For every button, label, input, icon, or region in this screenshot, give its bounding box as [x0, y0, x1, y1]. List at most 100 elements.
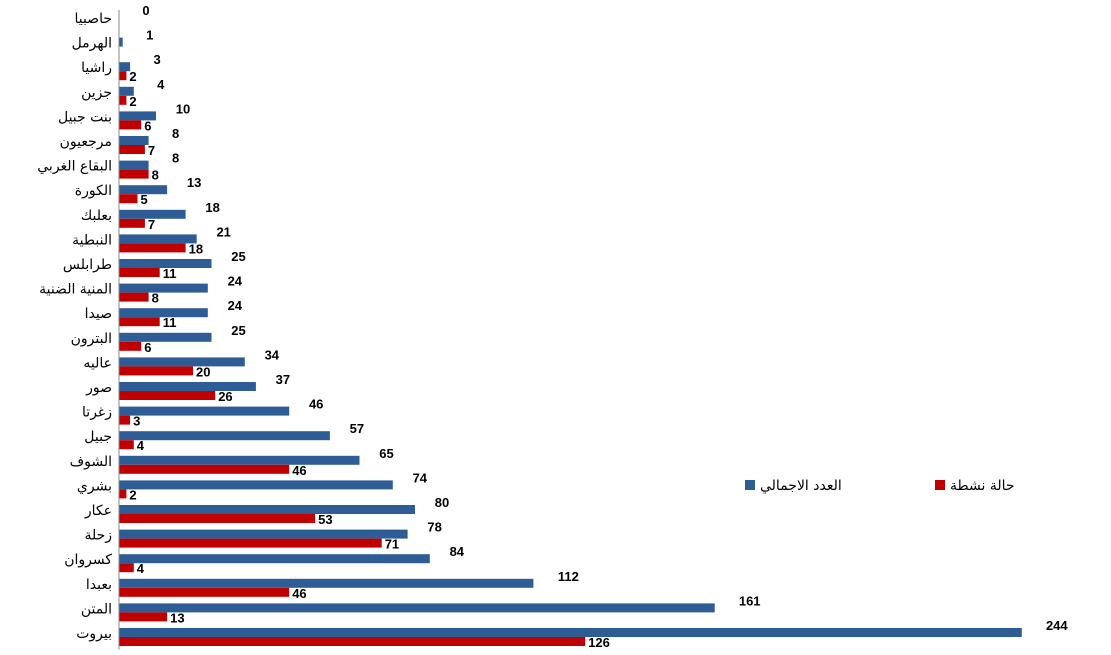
legend-swatch-total: [745, 480, 755, 490]
bar-active: [119, 612, 168, 622]
category-label: بنت جبيل: [58, 109, 112, 125]
bar-total: [119, 529, 408, 539]
bar-total: [119, 332, 212, 342]
category-label: راشيا: [81, 60, 112, 76]
value-label-active: 11: [163, 315, 177, 330]
category-labels: حاصبيا الهرمل راشيا جزين بنت جبيل مرجعيون البق…: [37, 11, 112, 642]
value-label-active: 18: [189, 241, 203, 256]
bar-total: [119, 308, 208, 318]
bar-active: [119, 489, 127, 499]
category-label: المنية الضنية: [39, 282, 112, 298]
value-label-active: 46: [292, 586, 306, 601]
category-label: صور: [85, 380, 112, 396]
value-label-active: 4: [137, 438, 145, 453]
bar-total: [119, 62, 131, 72]
bar-active: [119, 71, 127, 81]
value-label-active: 2: [129, 69, 136, 84]
value-label-total: 25: [231, 323, 245, 338]
bar-active: [119, 538, 382, 548]
bar-active: [119, 464, 290, 474]
value-label-total: 8: [172, 126, 179, 141]
bar-total: [119, 554, 430, 564]
bar-total: [119, 505, 415, 514]
value-label-total: 244: [1046, 618, 1068, 633]
category-label: عكار: [84, 503, 112, 519]
value-label-active: 6: [144, 118, 151, 133]
value-label-total: 84: [450, 544, 465, 559]
bar-active: [119, 514, 316, 523]
value-label-active: 7: [148, 143, 155, 158]
value-label-active: 13: [170, 610, 184, 625]
category-label: بعبدا: [86, 577, 112, 593]
value-label-active: 11: [163, 266, 177, 281]
bar-active: [119, 563, 134, 573]
bar-total: [119, 37, 123, 47]
value-label-active: 6: [144, 340, 151, 355]
value-label-active: 5: [141, 192, 148, 207]
bar-total: [119, 111, 156, 121]
value-label-active: 4: [137, 561, 145, 576]
category-label: جزين: [81, 85, 112, 101]
value-label-total: 161: [739, 593, 761, 608]
value-label-active: 8: [152, 168, 159, 183]
category-label: المتن: [81, 601, 112, 617]
bar-active: [119, 317, 160, 327]
value-label-active: 8: [152, 291, 159, 306]
value-label-total: 46: [309, 397, 323, 412]
value-label-active: 2: [129, 94, 136, 109]
category-label: حاصبيا: [74, 11, 112, 27]
bar-active: [119, 391, 216, 400]
category-label: زحلة: [84, 528, 112, 544]
category-label: بعلبك: [81, 208, 112, 224]
legend-label-active: حالة نشطة: [950, 478, 1015, 494]
bar-total: [119, 603, 715, 613]
bar-active: [119, 637, 586, 646]
value-label-active: 126: [588, 635, 610, 650]
bar-total: [119, 185, 168, 195]
bar-total: [119, 86, 134, 96]
value-label-total: 24: [228, 274, 243, 289]
bar-total: [119, 234, 197, 244]
category-label: البترون: [71, 331, 112, 347]
category-label: طرابلس: [63, 257, 112, 273]
bar-total: [119, 382, 256, 391]
value-label-total: 78: [427, 520, 441, 535]
bar-active: [119, 292, 149, 302]
value-label-total: 37: [276, 372, 290, 387]
category-label: صيدا: [85, 306, 112, 322]
bar-total: [119, 283, 208, 293]
bar-active: [119, 120, 142, 130]
bar-total: [119, 209, 186, 219]
value-label-total: 80: [435, 495, 449, 510]
bar-active: [119, 169, 149, 179]
bar-active: [119, 366, 193, 376]
value-label-total: 10: [176, 101, 190, 116]
value-label-total: 65: [379, 446, 393, 461]
bar-total: [119, 259, 212, 268]
value-label-total: 18: [205, 200, 219, 215]
bar-total: [119, 455, 360, 465]
bar-total: [119, 578, 534, 588]
bar-active: [119, 194, 138, 204]
value-label-total: 24: [228, 298, 243, 313]
bar-total: [119, 431, 330, 441]
category-label: بشري: [77, 478, 112, 494]
value-label-total: 0: [142, 3, 149, 18]
value-label-total: 34: [265, 347, 280, 362]
category-label: مرجعيون: [60, 134, 112, 150]
value-label-active: 46: [292, 463, 306, 478]
bars: [119, 37, 1022, 646]
category-label: الشوف: [70, 454, 112, 470]
bar-total: [119, 357, 245, 367]
value-label-active: 20: [196, 364, 210, 379]
value-label-total: 74: [413, 470, 428, 485]
bar-active: [119, 440, 134, 450]
value-label-total: 3: [153, 52, 160, 67]
value-label-total: 8: [172, 151, 179, 166]
bar-active: [119, 587, 290, 597]
bar-active: [119, 243, 186, 253]
value-label-active: 7: [148, 217, 155, 232]
value-label-total: 1: [146, 28, 153, 43]
value-label-active: 71: [385, 537, 399, 552]
